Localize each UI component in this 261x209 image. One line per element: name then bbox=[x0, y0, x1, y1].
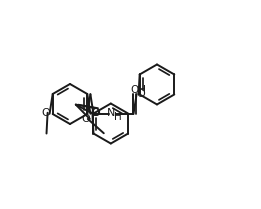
Text: N: N bbox=[107, 108, 116, 118]
Text: O: O bbox=[41, 108, 50, 118]
Text: H: H bbox=[114, 112, 121, 122]
Text: O: O bbox=[90, 108, 99, 118]
Text: O: O bbox=[136, 89, 145, 99]
Text: O: O bbox=[91, 108, 100, 118]
Text: OH: OH bbox=[130, 85, 146, 95]
Text: O: O bbox=[81, 114, 90, 124]
